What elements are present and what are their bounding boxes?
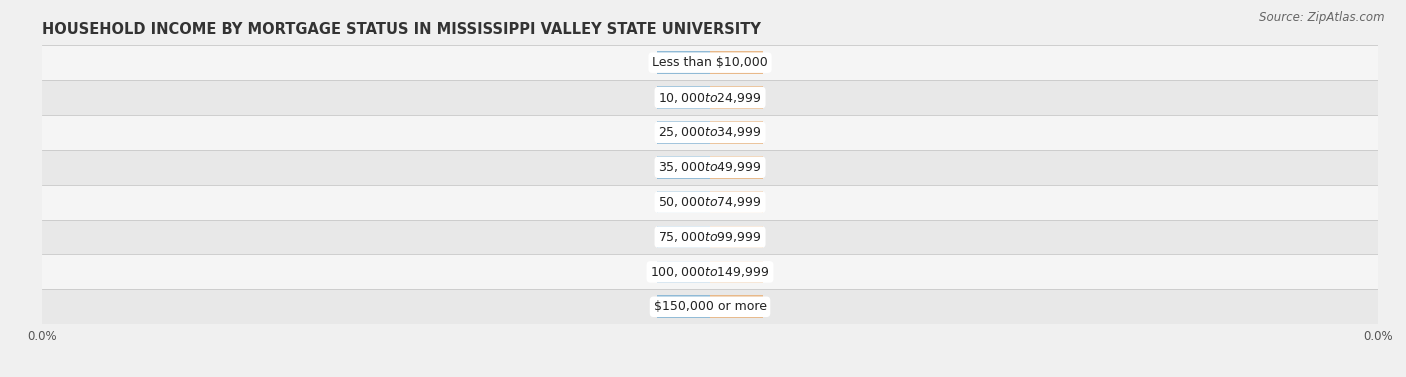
- Text: Less than $10,000: Less than $10,000: [652, 56, 768, 69]
- Text: $50,000 to $74,999: $50,000 to $74,999: [658, 195, 762, 209]
- Text: HOUSEHOLD INCOME BY MORTGAGE STATUS IN MISSISSIPPI VALLEY STATE UNIVERSITY: HOUSEHOLD INCOME BY MORTGAGE STATUS IN M…: [42, 22, 761, 37]
- Bar: [42, 290, 1378, 324]
- Text: 0.0%: 0.0%: [721, 232, 752, 242]
- Text: $10,000 to $24,999: $10,000 to $24,999: [658, 90, 762, 104]
- Text: 0.0%: 0.0%: [721, 162, 752, 172]
- Text: 0.0%: 0.0%: [668, 92, 699, 103]
- Bar: [42, 254, 1378, 290]
- Text: 0.0%: 0.0%: [668, 302, 699, 312]
- Text: 0.0%: 0.0%: [721, 302, 752, 312]
- Bar: [710, 156, 763, 179]
- Bar: [710, 296, 763, 318]
- Text: $75,000 to $99,999: $75,000 to $99,999: [658, 230, 762, 244]
- Bar: [42, 80, 1378, 115]
- Text: 0.0%: 0.0%: [668, 127, 699, 138]
- Bar: [710, 51, 763, 74]
- Text: 0.0%: 0.0%: [668, 162, 699, 172]
- Text: 0.0%: 0.0%: [721, 92, 752, 103]
- Text: $35,000 to $49,999: $35,000 to $49,999: [658, 160, 762, 174]
- Text: 0.0%: 0.0%: [721, 58, 752, 68]
- Bar: [42, 150, 1378, 185]
- Bar: [42, 115, 1378, 150]
- Bar: [42, 185, 1378, 219]
- Bar: [42, 219, 1378, 254]
- Bar: [710, 226, 763, 248]
- Text: 0.0%: 0.0%: [721, 267, 752, 277]
- Bar: [657, 226, 710, 248]
- Bar: [657, 51, 710, 74]
- Bar: [710, 121, 763, 144]
- Bar: [710, 261, 763, 283]
- Bar: [657, 296, 710, 318]
- Text: $100,000 to $149,999: $100,000 to $149,999: [651, 265, 769, 279]
- Text: 0.0%: 0.0%: [721, 127, 752, 138]
- Bar: [657, 121, 710, 144]
- Bar: [657, 191, 710, 213]
- Text: 0.0%: 0.0%: [668, 58, 699, 68]
- Bar: [657, 156, 710, 179]
- Text: 0.0%: 0.0%: [721, 197, 752, 207]
- Bar: [42, 45, 1378, 80]
- Bar: [657, 261, 710, 283]
- Text: $25,000 to $34,999: $25,000 to $34,999: [658, 126, 762, 139]
- Bar: [710, 86, 763, 109]
- Text: 0.0%: 0.0%: [668, 267, 699, 277]
- Text: $150,000 or more: $150,000 or more: [654, 300, 766, 313]
- Text: 0.0%: 0.0%: [668, 197, 699, 207]
- Bar: [657, 86, 710, 109]
- Legend: Without Mortgage, With Mortgage: Without Mortgage, With Mortgage: [571, 373, 849, 377]
- Text: 0.0%: 0.0%: [668, 232, 699, 242]
- Bar: [710, 191, 763, 213]
- Text: Source: ZipAtlas.com: Source: ZipAtlas.com: [1260, 11, 1385, 24]
